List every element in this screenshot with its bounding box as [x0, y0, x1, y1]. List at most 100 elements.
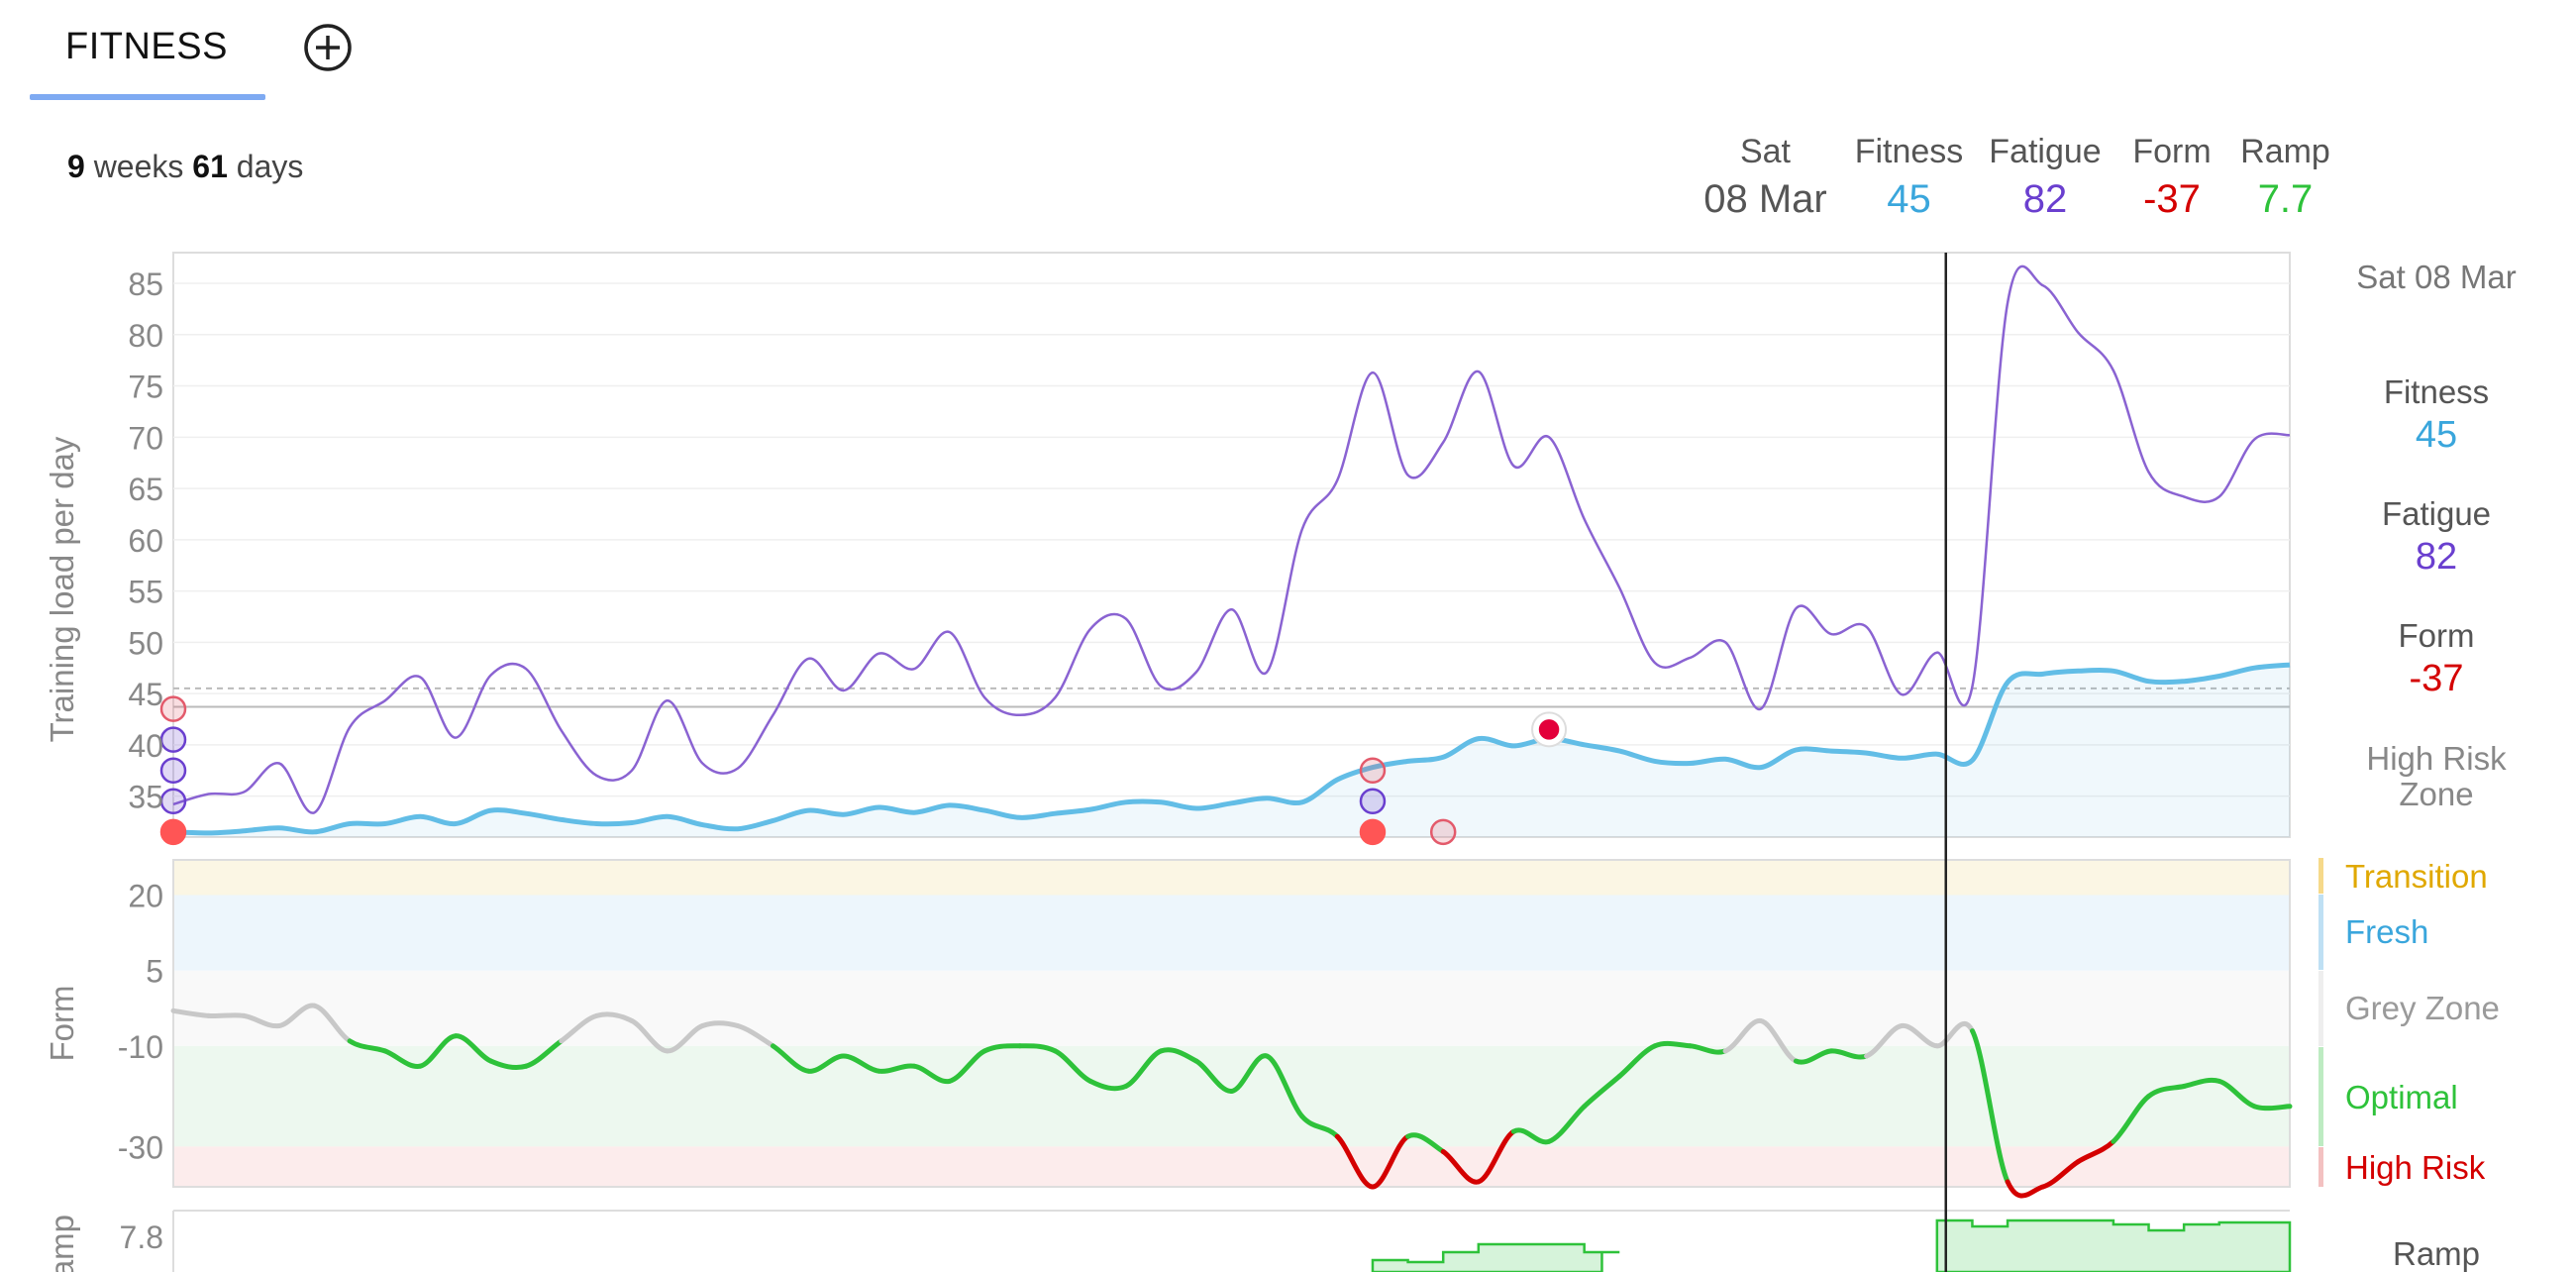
activity-marker[interactable] — [1359, 818, 1387, 846]
load-y-tick: 65 — [128, 472, 163, 507]
side-ramp: Ramp — [2332, 1236, 2540, 1272]
load-y-tick: 85 — [128, 266, 163, 302]
form-line-segment — [699, 1020, 741, 1028]
load-chart-frame — [172, 252, 2291, 838]
form-line-segment — [382, 1048, 423, 1069]
fatigue-line — [172, 265, 2291, 814]
header-form: Form -37 — [2122, 133, 2221, 222]
tab-fitness[interactable]: FITNESS — [30, 0, 265, 100]
form-zone-band — [173, 970, 2290, 1046]
activity-marker[interactable] — [159, 726, 187, 753]
form-line-segment — [665, 1023, 705, 1054]
form-line-segment — [2075, 1138, 2116, 1165]
form-zone-band — [173, 1146, 2290, 1187]
header-day: Sat — [1739, 133, 1792, 170]
load-y-tick: 45 — [128, 677, 163, 712]
side-date: Sat 08 Mar — [2332, 260, 2540, 295]
load-y-tick: 50 — [128, 625, 163, 661]
form-y-tick: 5 — [146, 954, 163, 990]
form-line-segment — [1193, 1058, 1234, 1094]
form-line-segment — [1616, 1043, 1658, 1079]
form-y-tick: 20 — [128, 879, 163, 914]
activity-marker[interactable] — [1359, 757, 1387, 784]
form-line-segment — [1934, 1020, 1975, 1049]
form-line-segment — [488, 1058, 529, 1071]
form-line-segment — [1334, 1133, 1376, 1190]
form-line-segment — [1087, 1078, 1129, 1092]
form-line-segment — [771, 1043, 811, 1074]
activity-marker[interactable] — [1429, 818, 1457, 846]
side-date-value: Sat 08 Mar — [2356, 259, 2517, 295]
form-line-segment — [2216, 1078, 2257, 1110]
form-line-segment — [1123, 1048, 1164, 1089]
form-line-segment — [1299, 1113, 1340, 1139]
form-line-segment — [1722, 1018, 1764, 1054]
form-line-segment — [170, 1007, 212, 1018]
header-ramp-value: 7.7 — [2257, 177, 2314, 221]
header-date-value: 08 Mar — [1703, 177, 1827, 221]
zone-optimal: Optimal — [2345, 1079, 2458, 1115]
zone-bar-grey — [2318, 971, 2323, 1046]
form-line-segment — [2005, 1179, 2046, 1199]
activity-marker[interactable] — [1359, 788, 1387, 815]
form-line-segment — [1828, 1048, 1870, 1060]
active-tab-indicator — [30, 94, 265, 100]
load-y-tick: 40 — [128, 728, 163, 764]
form-line-segment — [1229, 1053, 1270, 1094]
load-y-tick: 55 — [128, 575, 163, 610]
side-fitness-label: Fitness — [2383, 373, 2490, 410]
zone-bar-fresh — [2318, 895, 2323, 970]
ramp-y-axis-label: Ramp — [44, 1215, 80, 1272]
activity-marker[interactable] — [159, 757, 187, 784]
period-summary: 9 weeks 61 days — [67, 149, 303, 185]
tab-fitness-label: FITNESS — [65, 26, 228, 67]
header-fitness-value: 45 — [1887, 177, 1931, 221]
side-fitness-value: 45 — [2415, 414, 2458, 456]
ramp-y-tick: 7.8 — [120, 1219, 163, 1255]
load-y-axis-label: Training load per day — [44, 436, 80, 742]
form-zone-band — [173, 895, 2290, 971]
header-fatigue: Fatigue 82 — [1981, 133, 2110, 222]
zone-grey: Grey Zone — [2345, 990, 2500, 1026]
header-form-label: Form — [2132, 133, 2212, 170]
fitness-line — [172, 662, 2291, 836]
form-line-segment — [911, 1063, 953, 1085]
form-line-segment — [1582, 1073, 1622, 1110]
form-line-segment — [312, 1003, 353, 1044]
days-word: days — [236, 149, 304, 184]
side-fitness: Fitness 45 — [2332, 374, 2540, 457]
days-count: 61 — [192, 149, 228, 184]
form-line-segment — [876, 1063, 917, 1074]
header-fatigue-value: 82 — [2022, 177, 2068, 221]
side-zone: High Risk Zone — [2332, 741, 2540, 812]
form-line-segment — [841, 1053, 881, 1074]
weeks-count: 9 — [67, 149, 85, 184]
form-line-segment — [981, 1043, 1023, 1054]
activity-marker[interactable] — [159, 818, 187, 846]
form-zone-band — [173, 1045, 2290, 1147]
side-fatigue-value: 82 — [2415, 536, 2458, 578]
activity-marker[interactable] — [159, 695, 187, 722]
form-line-segment — [1652, 1040, 1693, 1049]
form-line-segment — [417, 1033, 459, 1069]
form-line-segment — [947, 1048, 987, 1084]
form-line-segment — [1370, 1133, 1411, 1190]
form-line-segment — [735, 1023, 775, 1049]
zone-transition: Transition — [2345, 858, 2488, 895]
load-y-tick: 60 — [128, 523, 163, 559]
form-line-segment — [2111, 1094, 2151, 1144]
fitness-area — [173, 665, 2290, 837]
load-y-tick: 80 — [128, 318, 163, 354]
activity-marker[interactable] — [159, 788, 187, 815]
activity-marker[interactable] — [1538, 719, 1560, 740]
form-line-segment — [2146, 1084, 2187, 1100]
header-ramp-label: Ramp — [2240, 133, 2330, 170]
form-line-segment — [559, 1012, 599, 1044]
header-fitness: Fitness 45 — [1847, 133, 1971, 222]
add-tab-icon[interactable] — [302, 22, 354, 73]
side-form: Form -37 — [2332, 618, 2540, 700]
form-line-segment — [347, 1038, 388, 1054]
form-line-segment — [453, 1033, 494, 1064]
form-chart-frame — [172, 859, 2291, 1188]
